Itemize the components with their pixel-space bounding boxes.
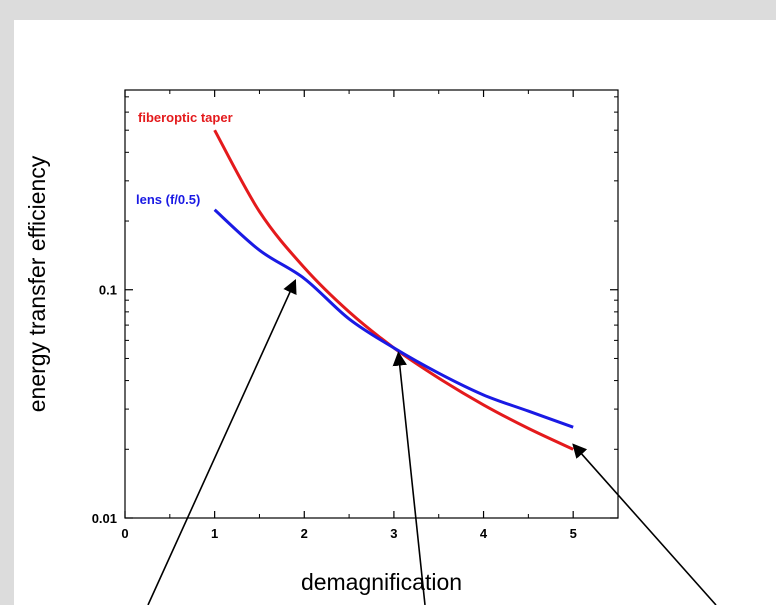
annotation-arrow [147,278,297,605]
series-label-fiberoptic-taper: fiberoptic taper [138,110,233,125]
x-tick-label: 3 [390,526,397,541]
plot-area [124,89,619,519]
annotation-arrow [572,443,717,605]
chart-frame [14,20,776,605]
series-label-lens: lens (f/0.5) [136,192,200,207]
series-line-fiberoptic-taper [213,129,574,451]
series-line-lens [213,208,574,429]
x-tick-label: 2 [301,526,308,541]
y-tick-label: 0.1 [99,283,117,298]
y-tick-label: 0.01 [92,511,117,526]
x-axis-title: demagnification [301,569,462,595]
y-axis-title: energy transfer efficiency [24,155,50,412]
x-tick-label: 1 [211,526,218,541]
x-tick-label: 0 [121,526,128,541]
x-tick-label: 4 [480,526,488,541]
x-tick-label: 5 [570,526,577,541]
annotation-arrow [392,351,426,605]
